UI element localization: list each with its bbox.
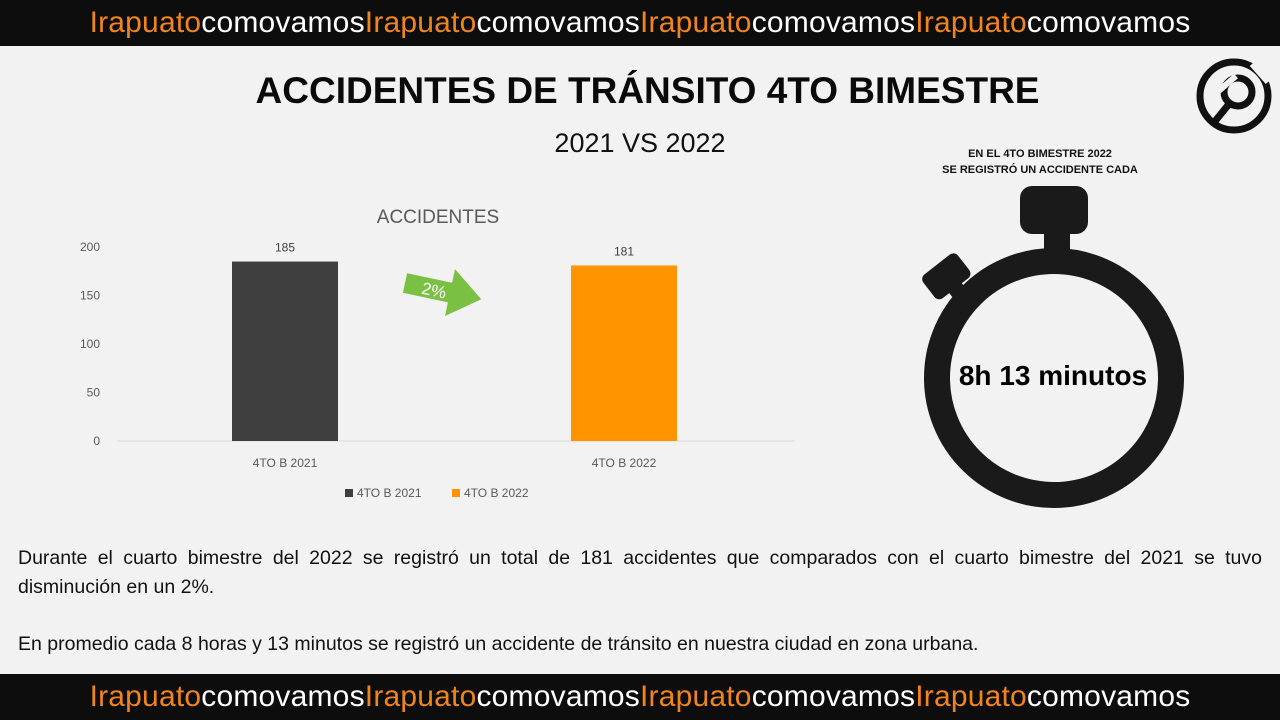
irapuato-como-vamos-logo-icon [1196, 58, 1272, 134]
banner-text: comovamos [751, 6, 916, 39]
bar-data-label: 181 [614, 244, 634, 258]
bar [232, 261, 338, 441]
bar [571, 265, 677, 441]
banner-text: comovamos [751, 680, 916, 713]
banner-text: comovamos [476, 680, 640, 713]
banner-text: Irapuato [364, 6, 477, 39]
banner-text: comovamos [1026, 6, 1191, 39]
banner-text: Irapuato [364, 680, 477, 713]
stopwatch-icon [922, 186, 1184, 508]
banner-text: Irapuato [89, 680, 202, 713]
bar-data-label: 185 [275, 241, 295, 255]
y-tick-label: 0 [93, 434, 100, 448]
page-title: ACCIDENTES DE TRÁNSITO 4TO BIMESTRE [255, 70, 1040, 111]
banner-text: Irapuato [640, 6, 752, 39]
y-axis: 0 50 100 150 200 [80, 240, 100, 448]
y-tick-label: 50 [87, 386, 101, 400]
banner-text: Irapuato [640, 680, 752, 713]
stopwatch-time: 8h 13 minutos [958, 360, 1148, 391]
x-tick-label: 4TO B 2022 [592, 456, 657, 470]
banner-text: Irapuato [89, 6, 202, 39]
legend-swatch [345, 489, 353, 497]
banner-text: Irapuato [915, 680, 1027, 713]
y-tick-label: 150 [80, 289, 100, 303]
banner-text: comovamos [201, 6, 365, 39]
summary-paragraph: Durante el cuarto bimestre del 2022 se r… [18, 547, 1262, 598]
page-subtitle: 2021 VS 2022 [554, 128, 726, 158]
change-annotation-label: 2% [420, 279, 448, 303]
stopwatch-caption: EN EL 4TO BIMESTRE 2022 SE REGISTRÓ UN A… [930, 146, 1150, 178]
y-tick-label: 100 [80, 337, 100, 351]
legend-swatch [452, 489, 460, 497]
stopwatch-caption-line1: EN EL 4TO BIMESTRE 2022 [968, 148, 1112, 160]
banner-text: comovamos [1026, 680, 1191, 713]
legend-label: 4TO B 2022 [464, 486, 529, 500]
green-arrow-icon: 2% [402, 269, 482, 317]
legend-label: 4TO B 2021 [357, 486, 422, 500]
x-axis: 4TO B 2021 4TO B 2022 [253, 456, 657, 470]
banner-text: comovamos [476, 6, 640, 39]
stopwatch-caption-line2: SE REGISTRÓ UN ACCIDENTE CADA [942, 164, 1138, 176]
top-banner: Irapuato comovamos Irapuato comovamos Irapua… [0, 0, 1280, 46]
bars: 185 181 [232, 241, 677, 441]
chart-legend: 4TO B 2021 4TO B 2022 [345, 486, 529, 500]
x-tick-label: 4TO B 2021 [253, 456, 318, 470]
chart-title: ACCIDENTES [377, 207, 499, 228]
accidents-bar-chart: ACCIDENTES 0 50 100 150 200 185 181 4TO B 202… [80, 207, 795, 500]
y-tick-label: 200 [80, 240, 100, 254]
banner-text: Irapuato [915, 6, 1027, 39]
bottom-banner: Irapuato comovamos Irapuato comovamos Irapua… [0, 674, 1280, 720]
banner-text: comovamos [201, 680, 365, 713]
average-paragraph: En promedio cada 8 horas y 13 minutos se… [18, 633, 979, 655]
